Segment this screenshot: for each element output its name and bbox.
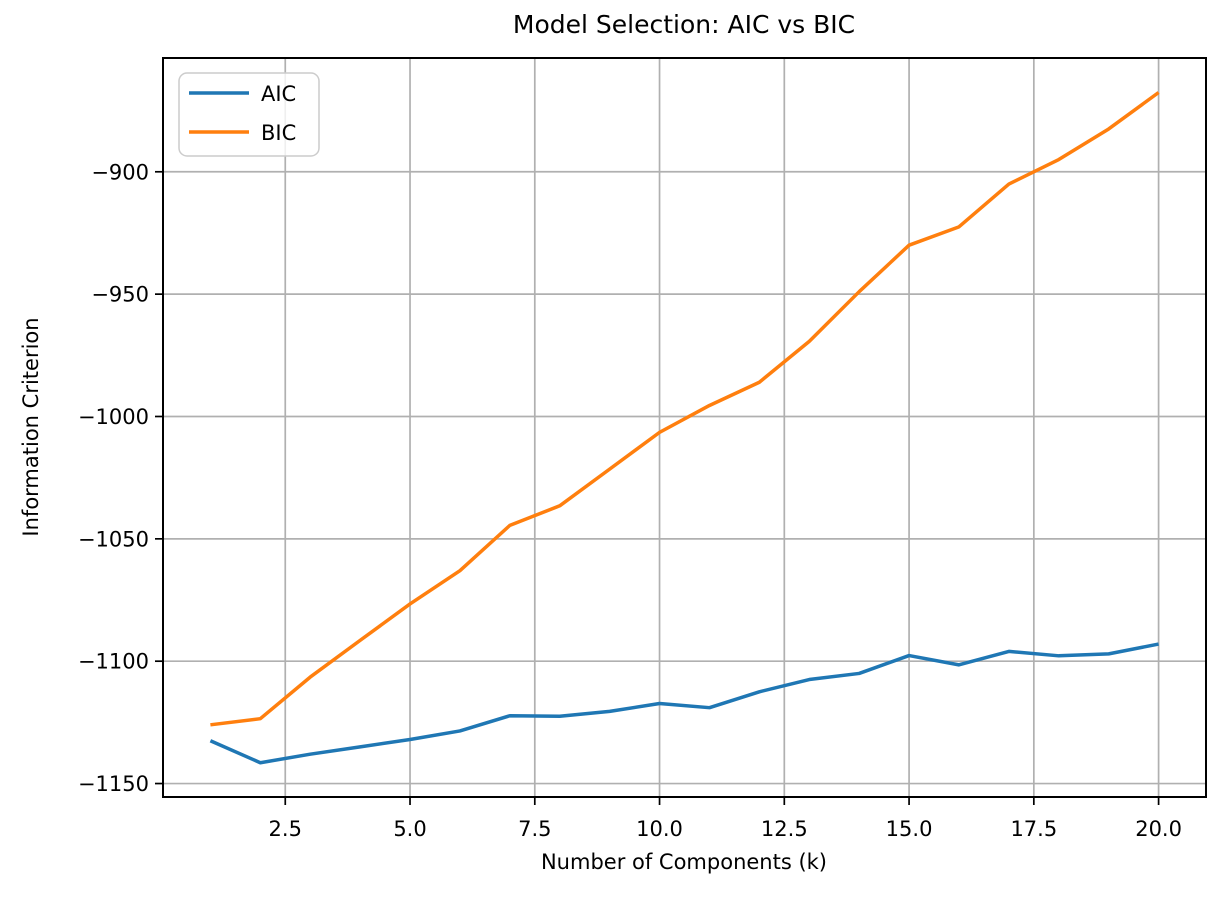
legend-label-bic: BIC [261,121,296,145]
x-tick-label: 20.0 [1135,817,1182,841]
y-axis-label: Information Criterion [19,317,43,536]
y-tick-label: −900 [91,160,149,184]
series-line-aic [209,642,1159,765]
x-tick-label: 12.5 [761,817,808,841]
x-tick-label: 7.5 [518,817,551,841]
y-tick-label: −1000 [78,405,149,429]
grid-layer [163,58,1206,797]
series-layer [209,91,1160,765]
plot-border [162,57,1207,798]
x-tick-label: 5.0 [393,817,426,841]
y-tick-label: −1100 [78,650,149,674]
x-axis-label: Number of Components (k) [541,850,827,874]
x-tick-label: 10.0 [636,817,683,841]
legend: AIC BIC [178,72,320,157]
y-tick-label: −950 [91,283,149,307]
y-tick-label: −1050 [78,527,149,551]
x-tick-label: 17.5 [1010,817,1057,841]
axis-layer: 2.5 5.0 7.5 10.0 12.5 15.0 17.5 20.0 −900 −950 −10… [78,160,1182,841]
chart-title: Model Selection: AIC vs BIC [513,10,855,39]
x-tick-label: 15.0 [886,817,933,841]
series-line-bic [210,91,1160,727]
x-tick-label: 2.5 [269,817,302,841]
y-tick-label: −1150 [78,772,149,796]
legend-box [178,72,320,157]
legend-label-aic: AIC [261,82,296,106]
